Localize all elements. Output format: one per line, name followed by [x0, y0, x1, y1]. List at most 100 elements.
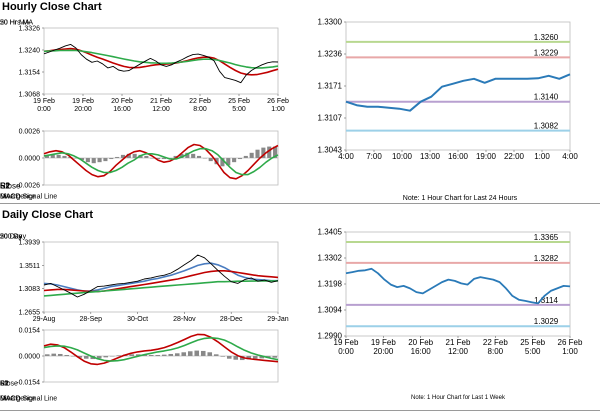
daily_macd-hist-bar: [116, 355, 122, 356]
weekly_levels-xtick-label: 19 Feb 0:00: [334, 338, 359, 356]
hourly_levels-ytick-label: 1.3043: [318, 146, 343, 155]
hourly_macd-hist-bar: [185, 152, 190, 158]
hourly_macd-legend-label: Divergence: [0, 194, 36, 201]
daily_price-legend-label: 20 Day: [0, 234, 23, 241]
hourly_macd-hist-bar: [191, 153, 196, 158]
daily_macd-legend-label: MACD: [0, 396, 21, 403]
hourly_macd-hist-bar: [267, 146, 272, 158]
daily_macd-hist-bar: [181, 352, 187, 356]
hourly_levels-xtick-label: 10:00: [392, 152, 413, 161]
daily_macd-ytick-label: -0.0154: [16, 380, 40, 387]
daily_price-xtick-label: 28-Nov: [173, 316, 196, 323]
weekly_levels-level-label-s1: 1.3114: [534, 296, 558, 305]
hourly_price-ytick-label: 1.3326: [19, 26, 41, 33]
hourly_price-ytick-label: 1.3240: [19, 48, 41, 55]
hourly_levels-xtick-label: 19:00: [476, 152, 497, 161]
hourly_macd-hist-bar: [220, 158, 225, 167]
hourly_macd-hist-bar: [97, 158, 102, 163]
hourly_macd-series-macd: [43, 143, 279, 180]
weekly_levels-legend-label: S2: [0, 381, 9, 388]
daily_macd-legend-label: MACD Signal Line: [0, 396, 57, 403]
hourly_price-legend-label: 50 Hrs MA: [0, 20, 33, 27]
hourly_macd-hist-bar: [91, 158, 96, 164]
hourly_macd-series-macd-signal-line: [43, 147, 279, 176]
weekly_levels-ytick-label: 1.3302: [318, 254, 343, 263]
hourly_price-xtick-label: 20 Feb 16:00: [111, 98, 133, 113]
hourly_levels-plot-frame: [345, 21, 571, 151]
hourly_levels-legend-label: S1: [0, 182, 10, 191]
hourly_levels-ytick-label: 1.3236: [318, 50, 343, 59]
hourly_macd-hist-bar: [173, 155, 178, 158]
weekly_levels-ytick-label: 1.3405: [318, 228, 343, 237]
hourly_price-xtick-label: 25 Feb 5:00: [228, 98, 250, 113]
hourly_price-plot-frame: [43, 27, 279, 95]
hourly_price-ytick-label: 1.3154: [19, 70, 41, 77]
daily-section-title: Daily Close Chart: [2, 209, 94, 221]
weekly_levels-legend-label: R2: [0, 381, 9, 388]
hourly_macd-hist-bar: [156, 158, 161, 160]
hourly_macd-hist-bar: [115, 156, 120, 158]
daily_price-series-50-day: [43, 269, 279, 293]
hourly_macd-hist-bar: [85, 158, 90, 163]
hourly_macd-hist-bar: [79, 158, 85, 161]
daily_macd-hist-bar: [174, 353, 180, 356]
daily_macd-series-macd-signal-line: [43, 336, 279, 362]
daily_price-xtick-label: 28-Sep: [80, 316, 103, 323]
hourly_macd-hist-bar: [249, 152, 254, 158]
hourly_macd-hist-bar: [132, 153, 137, 158]
hourly_levels-ytick-label: 1.3300: [318, 18, 343, 27]
hourly_price-series-50-hrs-ma: [43, 49, 279, 69]
hourly_macd-hist-bar: [126, 153, 131, 158]
hourly_macd-ytick-label: -0.0026: [16, 183, 40, 190]
hourly_macd-ytick-label: 0.0026: [19, 129, 41, 136]
hourly_macd-hist-bar: [109, 158, 114, 160]
weekly-levels-note: Note: 1 Hour Chart for Last 1 Week: [411, 395, 506, 401]
hourly_macd-hist-bar: [196, 155, 202, 158]
daily_macd-series-macd: [43, 333, 279, 366]
hourly_levels-xtick-label: 13:00: [420, 152, 441, 161]
daily_price-ytick-label: 1.3511: [19, 263, 40, 270]
weekly_levels-legend-label: S1: [0, 381, 9, 388]
daily_macd-hist-bar: [57, 353, 63, 356]
hourly_macd-hist-bar: [56, 154, 61, 158]
daily_price-xtick-label: 29-Aug: [33, 316, 56, 323]
daily_price-series-close: [43, 254, 279, 298]
daily_macd-legend-label: Divergence: [0, 396, 36, 403]
weekly_levels-level-label-r1: 1.3282: [534, 254, 559, 263]
hourly_macd-hist-bar: [50, 154, 55, 158]
daily_price-series-200-day: [43, 280, 278, 297]
section-divider: [0, 203, 600, 204]
hourly_price-xtick-label: 22 Feb 8:00: [189, 98, 211, 113]
weekly_levels-legend-label: Close: [0, 381, 18, 388]
weekly_levels-xtick-label: 19 Feb 20:00: [371, 338, 396, 356]
hourly_macd-legend-label: MACD: [0, 194, 21, 201]
daily_macd-hist-bar: [135, 354, 141, 356]
hourly_macd-hist-bar: [226, 158, 231, 166]
daily_macd-hist-bar: [200, 350, 206, 356]
hourly_macd-hist-bar: [232, 158, 237, 163]
hourly_price-xtick-label: 21 Feb 12:00: [150, 98, 172, 113]
daily_macd-hist-bar: [64, 354, 70, 356]
daily_price-ytick-label: 1.3083: [19, 286, 41, 293]
hourly_macd-hist-bar: [208, 158, 213, 162]
weekly_levels-ytick-label: 1.3094: [318, 306, 343, 315]
weekly_levels-series-close: [345, 267, 571, 305]
hourly_levels-ytick-label: 1.3107: [318, 114, 343, 123]
hourly_levels-series-close: [345, 73, 571, 112]
daily_price-xtick-label: 29-Jan: [267, 316, 289, 323]
daily_macd-hist-bar: [207, 352, 213, 356]
daily_macd-hist-bar: [161, 354, 167, 356]
daily_price-ytick-label: 1.3939: [19, 240, 41, 247]
hourly_price-xtick-label: 19 Feb 0:00: [33, 98, 55, 113]
weekly_levels-xtick-label: 21 Feb 12:00: [446, 338, 471, 356]
daily_macd-ytick-label: 0.0154: [19, 328, 41, 335]
hourly_macd-hist-bar: [144, 155, 149, 158]
daily_macd-hist-bar: [51, 353, 57, 356]
hourly_macd-legend-label: MACD Signal Line: [0, 194, 57, 201]
hourly_macd-hist-bar: [273, 146, 278, 158]
daily_macd-hist-bar: [194, 350, 200, 356]
hourly_price-xtick-label: 26 Feb 1:00: [267, 98, 289, 113]
hourly_levels-xtick-label: 7:00: [366, 152, 382, 161]
weekly_levels-xtick-label: 26 Feb 1:00: [558, 338, 583, 356]
